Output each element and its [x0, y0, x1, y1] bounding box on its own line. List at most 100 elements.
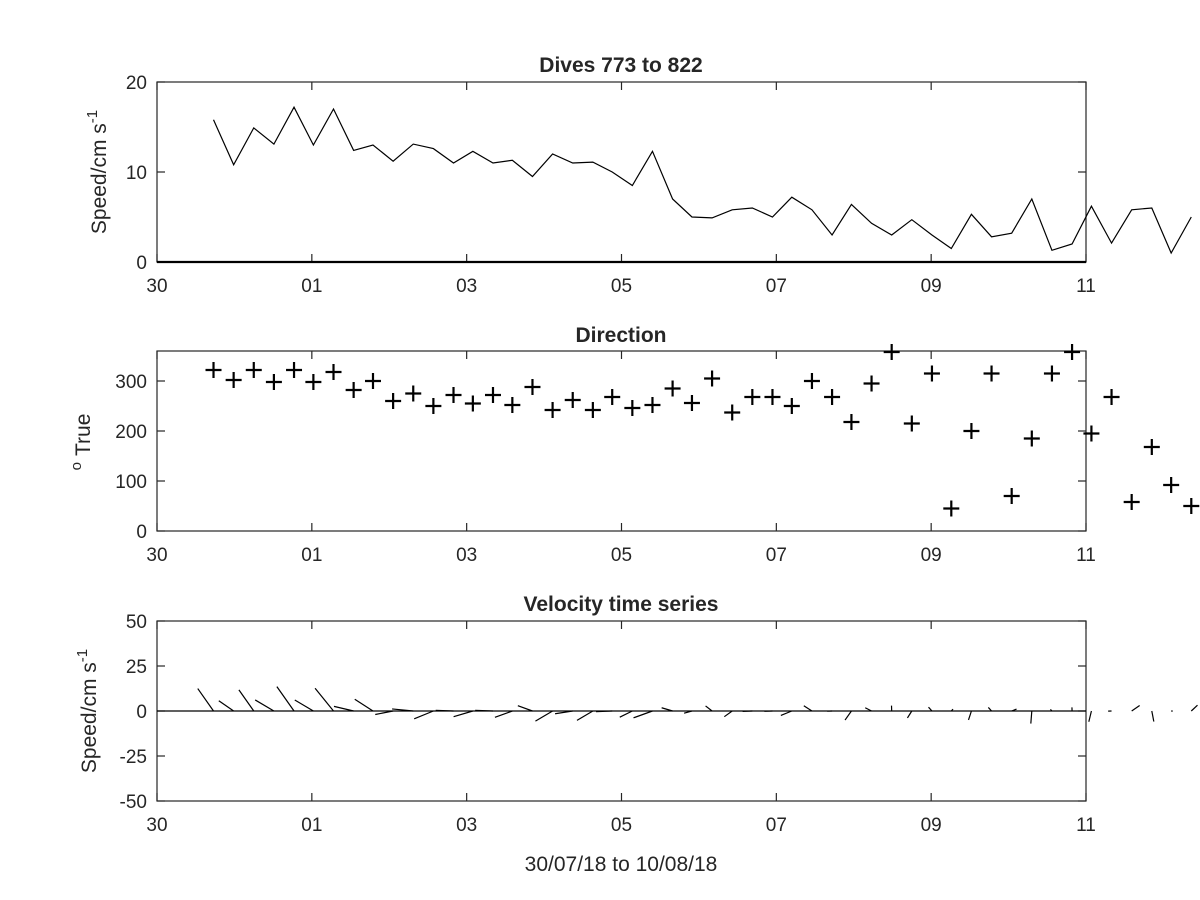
y-tick-label: 50 [126, 612, 147, 633]
velocity-stick [705, 705, 713, 712]
velocity-stick [453, 710, 474, 718]
direction-point [764, 389, 781, 405]
direction-point [524, 379, 541, 395]
velocity-stick [354, 698, 374, 712]
direction-point [405, 385, 422, 402]
velocity-stick [294, 699, 314, 712]
x-tick-label: 01 [301, 276, 322, 297]
direction-point [464, 395, 481, 412]
direction-point [923, 365, 940, 382]
direction-point [205, 362, 222, 378]
velocity-stick [864, 707, 872, 712]
velocity-stick [333, 705, 354, 712]
velocity-stick [987, 707, 992, 712]
direction-point [544, 402, 561, 418]
direction-point [504, 397, 521, 413]
velocity-stick [906, 710, 913, 719]
direction-point [245, 362, 262, 378]
direction-point [704, 370, 721, 387]
y-tick-label: 100 [115, 472, 147, 493]
velocity-panel-title: Velocity time series [524, 593, 719, 616]
x-tick-label: 03 [456, 815, 477, 836]
direction-point [664, 380, 681, 397]
x-tick-label: 01 [301, 815, 322, 836]
direction-point [644, 397, 661, 413]
speed-panel-title: Dives 773 to 822 [539, 54, 702, 77]
direction-point [584, 402, 601, 418]
direction-point [903, 415, 920, 432]
velocity-stick [780, 710, 793, 716]
velocity-panel-ylabel: Speed/cm s-1 [74, 649, 101, 773]
x-tick-label: 07 [766, 545, 787, 566]
direction-panel-ylabel-sup: o [68, 462, 85, 470]
speed-panel-ylabel-sup: -1 [84, 110, 101, 123]
velocity-stick [413, 710, 434, 720]
direction-point [883, 344, 900, 360]
direction-point [943, 500, 960, 517]
velocity-stick [967, 710, 972, 721]
direction-point [863, 375, 880, 392]
velocity-stick [314, 687, 334, 712]
direction-point [724, 404, 741, 421]
speed-line [212, 105, 1192, 255]
velocity-stick [554, 710, 573, 715]
direction-point [1083, 425, 1100, 442]
velocity-stick [535, 710, 553, 722]
velocity-stick [661, 707, 673, 712]
x-tick-label: 05 [611, 545, 632, 566]
velocity-stick [435, 709, 454, 712]
velocity-stick [392, 708, 414, 712]
velocity-stick [1131, 704, 1140, 712]
y-tick-label: 25 [126, 657, 147, 678]
velocity-stick [475, 709, 494, 712]
velocity-stick [238, 689, 255, 712]
y-tick-label: 0 [136, 253, 147, 274]
direction-point [1103, 389, 1120, 405]
speed-panel-ylabel: Speed/cm s-1 [84, 110, 111, 234]
direction-panel-ylabel-text: True [72, 414, 95, 456]
x-tick-label: 30 [146, 545, 167, 566]
y-tick-label: 0 [136, 702, 147, 723]
direction-point [803, 373, 820, 389]
y-tick-label: -25 [120, 747, 147, 768]
velocity-stick [494, 710, 513, 718]
velocity-stick [723, 710, 733, 718]
x-tick-label: 09 [921, 815, 942, 836]
direction-point [445, 387, 462, 403]
x-tick-label: 01 [301, 545, 322, 566]
y-tick-label: 200 [115, 422, 147, 443]
x-tick-label: 07 [766, 815, 787, 836]
direction-point [484, 387, 501, 403]
velocity-stick [619, 710, 633, 718]
velocity-panel-ylabel-text: Speed/cm s [78, 662, 101, 773]
direction-point [305, 374, 322, 390]
velocity-stick [218, 700, 234, 712]
speed-panel: Dives 773 to 822 30 01 03 05 07 09 11 0 10 20 Spe… [84, 54, 1192, 297]
direction-plot-area: 30 01 03 05 07 09 11 0 100 200 300 [115, 344, 1200, 566]
x-tick-label: 03 [456, 545, 477, 566]
x-tick-label: 05 [611, 276, 632, 297]
velocity-stick [950, 708, 954, 712]
x-tick-label: 11 [1076, 815, 1096, 836]
direction-point [364, 373, 381, 389]
direction-point [265, 374, 282, 390]
direction-point [1003, 488, 1020, 504]
direction-point [1183, 498, 1200, 514]
direction-point [1064, 344, 1081, 360]
direction-point [683, 395, 700, 411]
direction-point [1043, 365, 1060, 382]
velocity-stick [254, 699, 275, 712]
direction-point [624, 400, 641, 416]
direction-point [824, 389, 841, 405]
y-tick-label: 20 [126, 73, 147, 94]
direction-point [325, 364, 342, 380]
x-tick-label: 07 [766, 276, 787, 297]
velocity-stick [576, 710, 594, 721]
x-tick-label: 11 [1076, 545, 1096, 566]
speed-panel-ylabel-text: Speed/cm s [88, 123, 111, 234]
direction-point [225, 372, 242, 388]
velocity-plot-area: 30 01 03 05 07 09 11 -50 -25 0 25 50 [120, 612, 1198, 836]
x-tick-label: 09 [921, 276, 942, 297]
direction-point [744, 389, 761, 405]
